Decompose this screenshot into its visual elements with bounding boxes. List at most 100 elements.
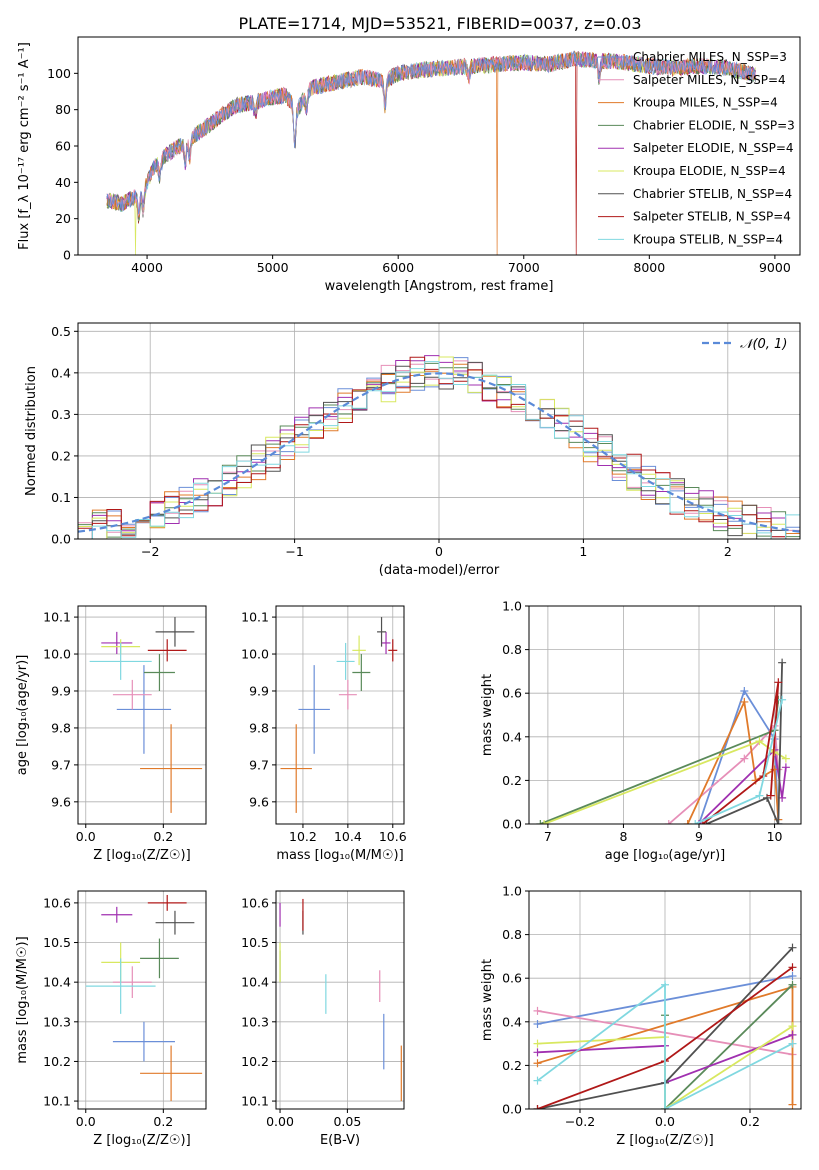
x-tick-label: −0.2 bbox=[565, 1114, 595, 1129]
weight-marker bbox=[788, 963, 797, 972]
panel-mass_vs_ebv: 0.00 0.05 10.1 10.2 10.3 10.4 10.5 10.6 E(B-V) bbox=[241, 890, 405, 1148]
weight-marker bbox=[788, 972, 797, 981]
panel-mass_vs_Z: 0.0 0.2 10.1 10.2 10.3 10.4 10.5 10.6 Z [log₁₀(Z… bbox=[15, 890, 207, 1148]
x-tick-label: 0.0 bbox=[76, 1114, 96, 1129]
x-tick-label: 10.2 bbox=[289, 829, 317, 844]
weight-marker bbox=[740, 697, 749, 706]
x-tick-label: 7000 bbox=[508, 260, 540, 275]
legend-label: Chabrier MILES, N_SSP=3 bbox=[633, 50, 787, 64]
y-tick-label: 80 bbox=[55, 102, 71, 117]
x-axis-label: Z [log₁₀(Z/Z☉)] bbox=[93, 848, 190, 863]
weight-marker bbox=[781, 763, 790, 772]
weight-marker bbox=[755, 791, 764, 800]
legend-label: Chabrier STELIB, N_SSP=4 bbox=[633, 187, 792, 201]
y-tick-label: 1.0 bbox=[502, 599, 522, 614]
errorbar-salpeter-stelib bbox=[147, 639, 187, 662]
y-tick-label: 20 bbox=[55, 211, 71, 226]
errorbar-kroupa-miles bbox=[280, 724, 312, 813]
weight-marker bbox=[788, 1022, 797, 1031]
x-axis-label: (data-model)/error bbox=[379, 563, 500, 578]
x-tick-label: 0.0 bbox=[655, 1114, 675, 1129]
weight-marker bbox=[533, 1076, 542, 1085]
plot-area-weight_vs_age bbox=[536, 658, 790, 824]
x-tick-label: 6000 bbox=[382, 260, 414, 275]
y-tick-label: 10.1 bbox=[43, 610, 71, 625]
errorbar-salpeter-elodie bbox=[101, 631, 133, 655]
spectrum-chabrier-miles bbox=[106, 50, 756, 214]
x-axis-label: Z [log₁₀(Z/Z☉)] bbox=[93, 1133, 190, 1148]
normal-curve bbox=[78, 372, 800, 533]
weight-line-salpeter-stelib bbox=[702, 682, 780, 824]
x-tick-label: 0.0 bbox=[76, 829, 96, 844]
x-tick-label: 7 bbox=[544, 829, 552, 844]
x-tick-label: 0.05 bbox=[333, 1114, 361, 1129]
errorbar-chabrier-stelib bbox=[155, 617, 195, 647]
axes-frame bbox=[77, 605, 207, 825]
weight-marker bbox=[774, 678, 783, 687]
y-tick-label: 0.2 bbox=[51, 448, 71, 463]
y-tick-label: 10.6 bbox=[43, 895, 71, 910]
y-tick-label: 9.9 bbox=[51, 683, 71, 698]
y-tick-label: 10.6 bbox=[241, 895, 269, 910]
x-tick-label: 5000 bbox=[257, 260, 289, 275]
y-tick-label: 10.4 bbox=[241, 975, 269, 990]
y-tick-label: 9.8 bbox=[51, 720, 71, 735]
y-tick-label: 10.3 bbox=[43, 1014, 71, 1029]
y-tick-label: 9.8 bbox=[249, 720, 269, 735]
y-tick-label: 0.4 bbox=[502, 1014, 522, 1029]
weight-marker bbox=[788, 1039, 797, 1048]
weight-marker bbox=[540, 820, 549, 824]
y-axis-label: mass [log₁₀(M/M☉)] bbox=[15, 936, 30, 1063]
y-tick-label: 9.9 bbox=[249, 683, 269, 698]
hist-kroupa-stelib bbox=[78, 361, 800, 539]
y-tick-label: 10.0 bbox=[43, 647, 71, 662]
plot-area-weight_vs_Z bbox=[533, 943, 797, 1109]
weight-line-chabrier-miles bbox=[698, 688, 780, 824]
y-tick-label: 0.2 bbox=[502, 773, 522, 788]
x-tick-label: 10.6 bbox=[379, 829, 407, 844]
weight-marker bbox=[533, 1006, 542, 1015]
plot-area-mass_vs_Z bbox=[85, 894, 203, 1102]
errorbar-chabrier-miles bbox=[116, 665, 172, 754]
panel-spectrum: 4000 5000 6000 7000 8000 9000 0 20 40 60 80 100 wave… bbox=[17, 36, 801, 294]
weight-marker bbox=[740, 754, 749, 763]
errorbar-chabrier-elodie bbox=[352, 654, 371, 691]
y-tick-label: 9.6 bbox=[249, 794, 269, 809]
weight-marker bbox=[683, 820, 692, 824]
plot-area-mass_vs_ebv bbox=[279, 898, 402, 1102]
y-tick-label: 0.8 bbox=[502, 642, 522, 657]
y-axis-label: Flux [f_λ 10⁻¹⁷ erg cm⁻² s⁻¹ A⁻¹] bbox=[17, 42, 32, 250]
weight-marker bbox=[778, 658, 787, 667]
y-tick-label: 9.7 bbox=[51, 757, 71, 772]
weight-marker bbox=[664, 820, 673, 824]
weight-marker bbox=[533, 1059, 542, 1068]
x-tick-label: 8 bbox=[619, 829, 627, 844]
y-axis-label: age [log₁₀(age/yr)] bbox=[15, 655, 30, 776]
errorbar-salpeter-elodie bbox=[101, 906, 133, 923]
errorbar-kroupa-miles bbox=[140, 1045, 203, 1102]
y-axis-label: mass weight bbox=[480, 959, 495, 1041]
weight-marker bbox=[661, 980, 669, 989]
errorbar-kroupa-stelib bbox=[89, 642, 152, 680]
y-tick-label: 0.8 bbox=[502, 927, 522, 942]
x-tick-label: −2 bbox=[141, 544, 159, 559]
y-tick-label: 0 bbox=[63, 248, 71, 263]
y-tick-label: 10.2 bbox=[43, 1054, 71, 1069]
y-tick-label: 10.0 bbox=[241, 647, 269, 662]
legend-label: Salpeter STELIB, N_SSP=4 bbox=[633, 210, 791, 224]
legend-label: Kroupa ELODIE, N_SSP=4 bbox=[633, 164, 786, 178]
x-tick-label: −1 bbox=[285, 544, 303, 559]
y-tick-label: 0.0 bbox=[51, 532, 71, 547]
x-tick-label: 0.2 bbox=[740, 1114, 760, 1129]
x-tick-label: 0.00 bbox=[266, 1114, 294, 1129]
legend-label: Kroupa STELIB, N_SSP=4 bbox=[633, 232, 783, 246]
errorbar-chabrier-stelib bbox=[155, 910, 195, 935]
y-tick-label: 1.0 bbox=[502, 884, 522, 899]
x-axis-label: wavelength [Angstrom, rest frame] bbox=[325, 279, 554, 294]
y-tick-label: 10.5 bbox=[241, 935, 269, 950]
errorbar-salpeter-elodie bbox=[381, 631, 391, 655]
plot-area-spectrum bbox=[106, 50, 756, 255]
x-tick-label: 0.2 bbox=[153, 829, 173, 844]
y-tick-label: 10.4 bbox=[43, 975, 71, 990]
